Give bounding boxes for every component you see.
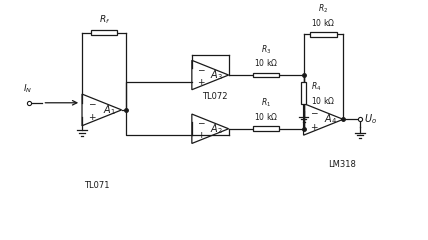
- Bar: [301, 82, 306, 104]
- Text: $A_1$: $A_1$: [103, 103, 116, 117]
- Text: $A_3$: $A_3$: [210, 68, 223, 82]
- Bar: [253, 73, 279, 77]
- Text: $R_4$
10 k$\Omega$: $R_4$ 10 k$\Omega$: [311, 80, 335, 106]
- Bar: [310, 32, 336, 37]
- Text: $-$: $-$: [88, 98, 97, 107]
- Text: $+$: $+$: [197, 130, 206, 140]
- Text: $I_N$: $I_N$: [23, 83, 32, 95]
- Text: $+$: $+$: [309, 122, 318, 132]
- Bar: [253, 126, 279, 131]
- Text: $+$: $+$: [88, 113, 97, 122]
- Text: $+$: $+$: [197, 77, 206, 87]
- Text: $U_o$: $U_o$: [364, 112, 377, 126]
- Text: $-$: $-$: [309, 107, 318, 116]
- Text: $-$: $-$: [197, 118, 206, 127]
- Text: $A_4$: $A_4$: [324, 112, 337, 126]
- Text: LM318: LM318: [328, 160, 356, 169]
- Bar: [91, 30, 117, 35]
- Text: $R_1$
10 k$\Omega$: $R_1$ 10 k$\Omega$: [254, 97, 278, 122]
- Text: $R_f$: $R_f$: [98, 13, 110, 26]
- Text: $R_2$
10 k$\Omega$: $R_2$ 10 k$\Omega$: [311, 3, 336, 28]
- Text: TL072: TL072: [202, 92, 228, 101]
- Text: $-$: $-$: [197, 64, 206, 73]
- Text: $A_2$: $A_2$: [211, 122, 223, 136]
- Text: $R_3$
10 k$\Omega$: $R_3$ 10 k$\Omega$: [254, 43, 278, 68]
- Text: TL071: TL071: [84, 181, 110, 190]
